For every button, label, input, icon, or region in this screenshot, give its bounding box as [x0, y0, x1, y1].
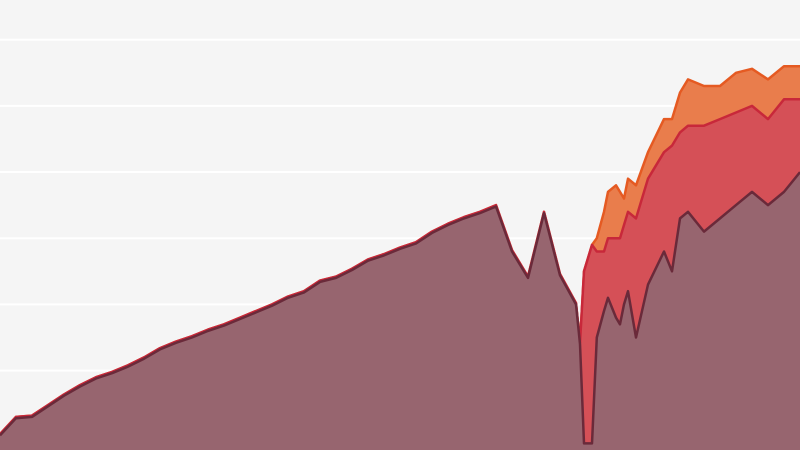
series-line-0: [0, 171, 800, 445]
series-area-0: [0, 172, 800, 450]
series-areas: [0, 64, 800, 450]
